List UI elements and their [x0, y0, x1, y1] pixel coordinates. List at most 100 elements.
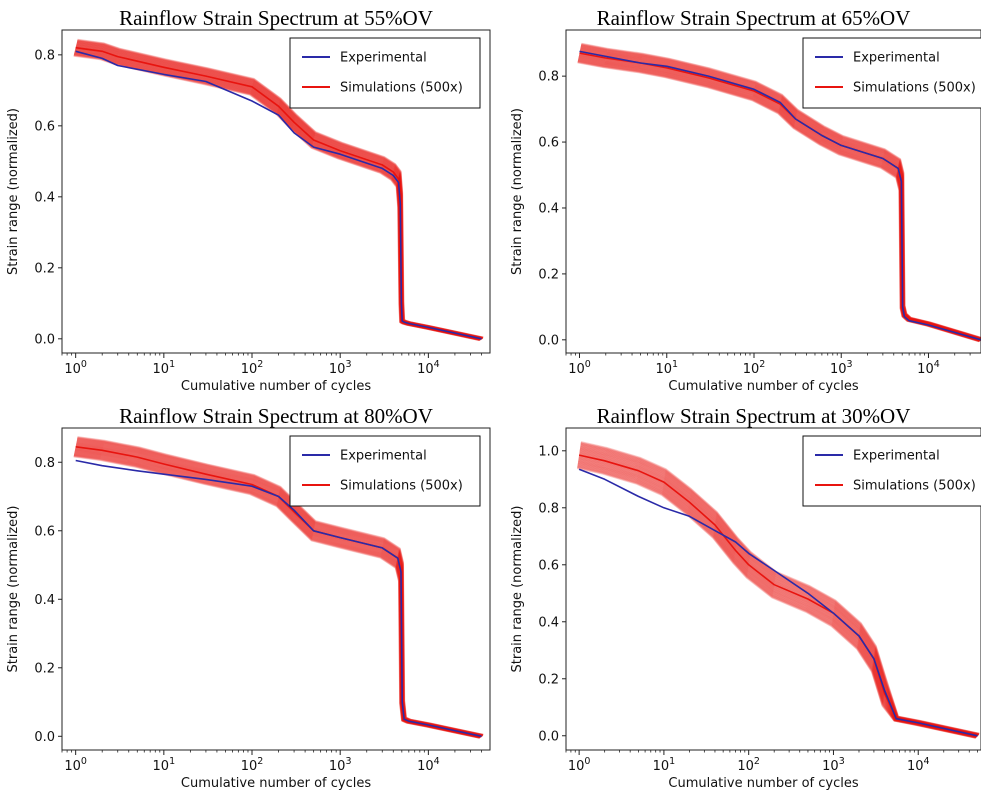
x-tick-label: 100	[64, 359, 87, 377]
y-tick-label: 0.0	[34, 332, 55, 347]
plot-area	[576, 441, 980, 739]
simulation-trace	[76, 40, 484, 339]
simulation-trace	[578, 456, 978, 738]
x-axis-label: Cumulative number of cycles	[668, 776, 858, 791]
y-tick-label: 0.8	[538, 70, 559, 85]
experimental-line	[75, 459, 482, 738]
x-tick-label: 103	[329, 359, 352, 377]
simulation-trace	[74, 51, 481, 341]
y-tick-label: 0.4	[34, 190, 55, 205]
simulation-trace	[579, 448, 979, 736]
y-axis-label: Strain range (normalized)	[510, 108, 525, 275]
plot-area	[73, 38, 484, 342]
chart-title: Rainflow Strain Spectrum at 80%OV	[119, 404, 433, 428]
simulation-trace	[76, 42, 483, 340]
simulation-trace	[74, 452, 481, 739]
legend: Experimental Simulations (500x)	[802, 37, 981, 109]
simulation-trace	[77, 436, 484, 736]
x-tick-label: 104	[417, 359, 440, 377]
chart-panel-30-ov: Rainflow Strain Spectrum at 30%OV 0.0 0.2…	[510, 404, 981, 791]
simulation-trace	[581, 42, 981, 340]
simulation-trace	[577, 60, 980, 343]
x-tick-label: 103	[822, 756, 845, 774]
plot-frame	[565, 427, 981, 751]
y-tick-label: 0.2	[538, 267, 559, 282]
plot-frame	[565, 29, 981, 354]
simulation-trace	[76, 440, 483, 737]
simulation-trace	[577, 462, 977, 739]
simulation-trace	[76, 438, 484, 737]
simulation-trace	[74, 452, 481, 739]
simulation-trace	[76, 439, 484, 737]
x-tick-label: 100	[568, 359, 591, 377]
x-tick-label: 102	[241, 359, 264, 377]
y-axis-label: Strain range (normalized)	[510, 506, 525, 673]
simulation-trace	[77, 40, 484, 339]
y-tick-label: 0.6	[34, 524, 55, 539]
simulation-trace	[74, 450, 481, 739]
x-tick-label: 102	[737, 756, 760, 774]
x-tick-label: 103	[830, 359, 853, 377]
y-axis-label: Strain range (normalized)	[6, 506, 21, 673]
simulation-trace	[578, 458, 978, 738]
y-tick-label: 0.2	[34, 661, 55, 676]
simulation-trace	[76, 439, 483, 737]
plot-area	[577, 42, 981, 343]
y-tick-label: 0.0	[538, 729, 559, 744]
simulation-trace	[580, 47, 981, 340]
simulation-trace	[76, 442, 483, 737]
simulation-trace	[580, 444, 980, 736]
simulation-trace	[73, 454, 480, 739]
simulation-trace	[579, 447, 979, 736]
experimental-line	[578, 468, 978, 737]
x-tick-label: 102	[241, 756, 264, 774]
simulation-trace	[580, 442, 980, 736]
simulation-trace	[579, 449, 979, 737]
simulation-trace	[579, 446, 979, 736]
simulation-trace	[577, 464, 977, 739]
x-tick-label: 101	[153, 359, 176, 377]
simulation-trace	[581, 43, 981, 340]
simulation-trace	[77, 436, 484, 736]
x-tick-label: 101	[153, 756, 176, 774]
y-tick-label: 1.0	[538, 444, 559, 459]
simulation-trace	[580, 43, 981, 340]
legend: Experimental Simulations (500x)	[289, 435, 481, 507]
legend-label-experimental: Experimental	[853, 449, 940, 464]
y-tick-label: 0.6	[34, 119, 55, 134]
simulation-trace	[74, 451, 481, 739]
x-tick-label: 103	[329, 756, 352, 774]
y-axis-label: Strain range (normalized)	[6, 108, 21, 275]
simulation-trace	[73, 54, 480, 342]
simulation-trace	[76, 41, 483, 340]
simulation-trace	[578, 456, 978, 738]
x-tick-label: 100	[64, 756, 87, 774]
simulation-trace	[577, 462, 977, 739]
experimental-line	[579, 50, 981, 341]
y-tick-label: 0.4	[538, 615, 559, 630]
chart-title: Rainflow Strain Spectrum at 30%OV	[597, 404, 911, 428]
legend-label-simulations: Simulations (500x)	[340, 81, 463, 96]
simulation-trace	[577, 464, 977, 739]
simulation-trace	[76, 41, 484, 340]
legend-label-experimental: Experimental	[340, 51, 427, 66]
simulation-trace	[577, 466, 976, 739]
experimental-line	[75, 50, 482, 340]
x-tick-label: 102	[743, 359, 766, 377]
simulation-trace	[577, 461, 977, 738]
y-tick-label: 0.0	[34, 730, 55, 745]
legend-box	[289, 435, 481, 507]
simulation-trace	[73, 54, 480, 341]
simulation-trace	[577, 460, 977, 738]
simulation-trace	[576, 466, 976, 739]
plot-area	[73, 436, 484, 739]
simulation-trace	[578, 457, 978, 738]
simulation-trace	[73, 453, 481, 739]
simulation-trace	[580, 47, 981, 341]
legend-box	[802, 37, 981, 109]
simulation-trace	[77, 437, 484, 737]
y-tick-label: 0.6	[538, 558, 559, 573]
x-tick-label: 100	[568, 756, 591, 774]
simulation-trace	[74, 52, 481, 341]
simulation-trace	[74, 50, 481, 341]
